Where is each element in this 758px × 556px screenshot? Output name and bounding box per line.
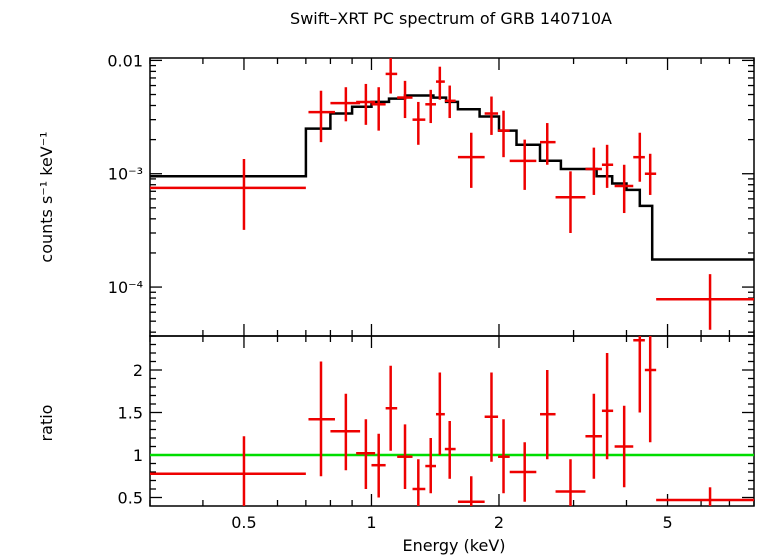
data-point bbox=[457, 132, 485, 188]
ratio-point bbox=[509, 442, 537, 502]
ratio-point bbox=[397, 424, 413, 489]
ratio-panel: 0.5 1 1.5 2 bbox=[118, 335, 755, 508]
bottom-y-axis-label: ratio bbox=[37, 405, 56, 442]
data-point bbox=[498, 110, 510, 158]
data-point bbox=[150, 158, 306, 230]
spectrum-y-tick-label: 10⁻³ bbox=[108, 165, 143, 184]
ratio-point bbox=[412, 459, 426, 506]
top-y-axis-label: counts s⁻¹ keV⁻¹ bbox=[37, 131, 56, 262]
data-point bbox=[330, 87, 361, 122]
ratio-point bbox=[585, 393, 602, 479]
data-point bbox=[425, 89, 436, 124]
ratio-point bbox=[484, 372, 499, 462]
x-tick-label: 1 bbox=[366, 513, 376, 532]
ratio-point bbox=[457, 476, 485, 506]
ratio-point bbox=[555, 459, 586, 506]
data-point bbox=[397, 80, 413, 119]
data-point bbox=[371, 87, 386, 131]
ratio-point bbox=[644, 336, 657, 443]
data-point bbox=[644, 153, 657, 195]
ratio-point bbox=[385, 365, 398, 451]
data-point bbox=[585, 147, 602, 195]
spectrum-y-tick-label: 0.01 bbox=[107, 51, 143, 70]
ratio-point bbox=[356, 419, 376, 489]
ratio-point bbox=[150, 436, 306, 506]
data-point bbox=[385, 58, 398, 94]
data-point bbox=[555, 171, 586, 233]
spectrum-y-tick-label: 10⁻⁴ bbox=[108, 278, 143, 297]
data-point bbox=[614, 164, 634, 214]
chart-title: Swift–XRT PC spectrum of GRB 140710A bbox=[290, 9, 612, 28]
ratio-point bbox=[601, 353, 614, 460]
data-point bbox=[656, 274, 754, 330]
ratio-y-tick-label: 2 bbox=[133, 361, 143, 380]
spectrum-panel: 0.01 10⁻³ 10⁻⁴ bbox=[107, 51, 755, 337]
ratio-point bbox=[330, 393, 361, 471]
ratio-y-tick-label: 1 bbox=[133, 446, 143, 465]
data-point bbox=[435, 66, 445, 100]
data-point bbox=[308, 90, 335, 143]
ratio-point bbox=[656, 487, 754, 506]
ratio-point bbox=[425, 438, 436, 494]
ratio-point bbox=[498, 419, 510, 494]
x-axis-label: Energy (keV) bbox=[402, 536, 505, 555]
data-point bbox=[540, 123, 556, 165]
ratio-y-tick-label: 1.5 bbox=[118, 404, 143, 423]
ratio-point bbox=[435, 372, 445, 455]
ratio-point bbox=[540, 370, 556, 460]
data-point bbox=[444, 85, 456, 119]
ratio-point bbox=[633, 336, 645, 413]
ratio-point bbox=[444, 421, 456, 479]
data-point bbox=[509, 139, 537, 190]
data-point bbox=[484, 96, 499, 135]
ratio-point bbox=[614, 405, 634, 488]
x-tick-label: 5 bbox=[662, 513, 672, 532]
data-point bbox=[356, 83, 376, 125]
data-point bbox=[412, 101, 426, 145]
ratio-point bbox=[371, 433, 386, 498]
ratio-frame bbox=[149, 335, 755, 507]
model-step-line bbox=[150, 94, 754, 261]
x-tick-label: 0.5 bbox=[231, 513, 256, 532]
ratio-y-tick-label: 0.5 bbox=[118, 489, 143, 508]
data-point bbox=[633, 132, 645, 182]
x-tick-label: 2 bbox=[494, 513, 504, 532]
ratio-point bbox=[308, 361, 335, 477]
data-point bbox=[601, 144, 614, 188]
